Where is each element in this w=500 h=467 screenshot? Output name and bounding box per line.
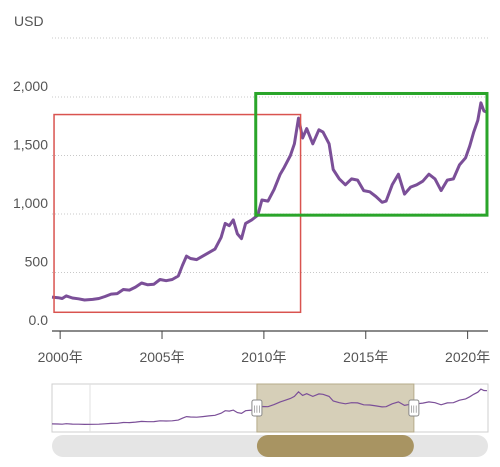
y-tick-label: 1,500 [13,137,48,153]
gridlines [52,37,488,273]
scrollbar-thumb[interactable] [256,435,414,457]
highlight-boxes [53,91,489,314]
x-tick-label: 2000年 [38,349,83,365]
y-tick-label: 1,000 [13,195,48,211]
left-handle-grip-icon: ||| [253,405,260,413]
x-tick-label: 2010年 [241,349,286,365]
y-axis-tick-labels: 0.0 500 1,000 1,500 2,000 [13,78,48,328]
y-tick-label: 500 [25,254,49,270]
x-tick-label: 2015年 [343,349,388,365]
x-tick-label: 2005年 [139,349,184,365]
y-tick-label: 0.0 [29,312,49,328]
x-axis [52,330,488,339]
right-handle-grip-icon: ||| [410,405,417,413]
y-tick-label: 2,000 [13,78,48,94]
navigator-right-handle[interactable]: ||| [408,399,420,417]
highlight-box [53,113,302,314]
price-series [51,101,488,302]
highlight-box [254,91,489,217]
x-axis-tick-labels: 2000年 2005年 2010年 2015年 2020年 [38,349,491,365]
y-axis-unit-label: USD [14,13,44,29]
left-handle-box[interactable] [251,399,263,417]
series-line [51,101,488,302]
range-navigator[interactable]: ||| ||| [51,383,489,457]
navigator-left-handle[interactable]: ||| [251,399,263,417]
navigator-selection-window[interactable] [256,383,415,433]
right-handle-box[interactable] [408,399,420,417]
navigator-series-line [51,388,488,426]
x-tick-label: 2020年 [445,349,490,365]
